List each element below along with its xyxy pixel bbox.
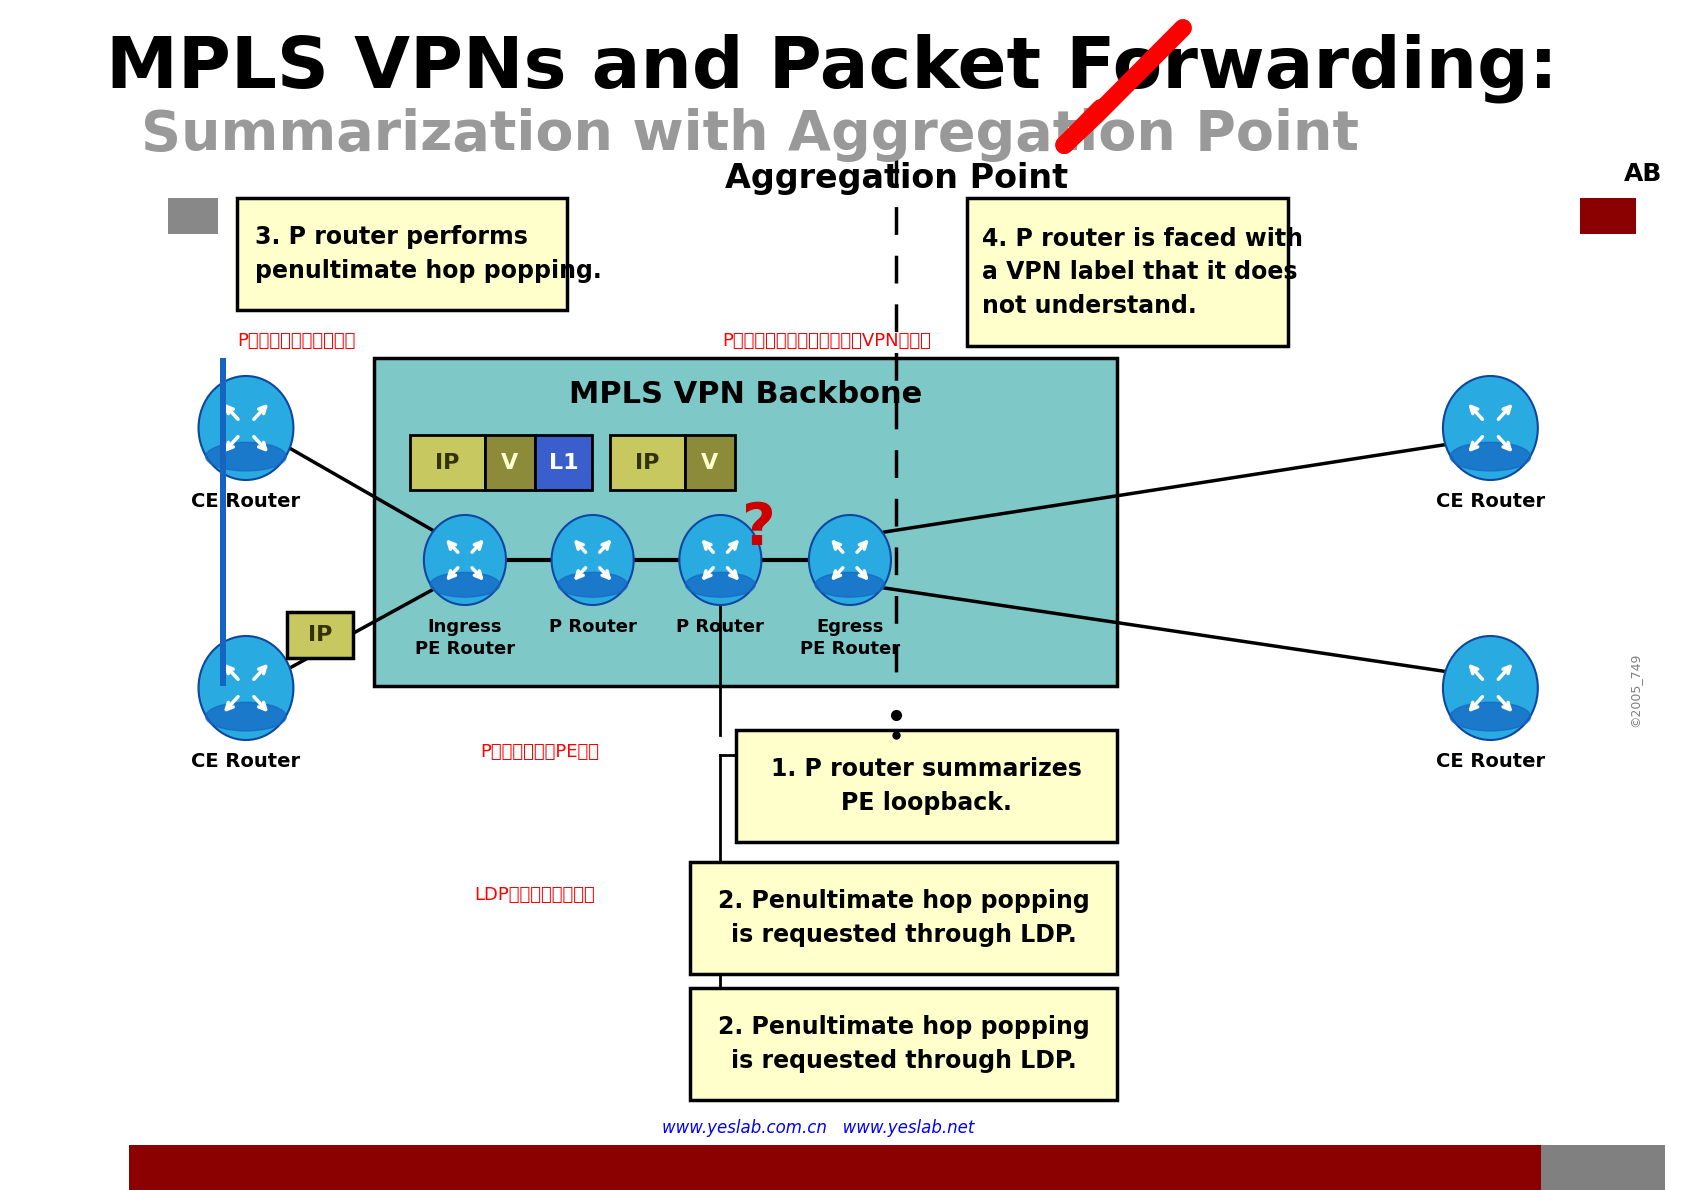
Text: P Router: P Router [676, 618, 764, 635]
Text: LDP要求倒数第二跳。: LDP要求倒数第二跳。 [474, 887, 594, 904]
Circle shape [680, 515, 760, 605]
Circle shape [552, 515, 634, 605]
Text: P Router: P Router [548, 618, 636, 635]
FancyBboxPatch shape [609, 436, 685, 490]
Text: 2. Penultimate hop popping
is requested through LDP.: 2. Penultimate hop popping is requested … [718, 889, 1088, 947]
Circle shape [198, 635, 293, 740]
Ellipse shape [431, 572, 500, 597]
Circle shape [809, 515, 890, 605]
Circle shape [1441, 376, 1537, 480]
Text: CE Router: CE Router [192, 491, 301, 511]
FancyBboxPatch shape [1541, 1145, 1663, 1190]
Circle shape [1441, 635, 1537, 740]
FancyBboxPatch shape [690, 862, 1117, 973]
Ellipse shape [205, 702, 286, 731]
Ellipse shape [814, 572, 885, 597]
Text: CE Router: CE Router [1435, 752, 1544, 771]
Text: 3. P router performs
penultimate hop popping.: 3. P router performs penultimate hop pop… [256, 225, 602, 283]
FancyBboxPatch shape [288, 612, 353, 658]
FancyBboxPatch shape [168, 198, 217, 234]
Ellipse shape [685, 572, 755, 597]
Circle shape [424, 515, 506, 605]
FancyBboxPatch shape [373, 358, 1117, 685]
FancyBboxPatch shape [535, 436, 592, 490]
Text: L1: L1 [548, 452, 579, 472]
Text: 1. P router summarizes
PE loopback.: 1. P router summarizes PE loopback. [770, 757, 1082, 815]
Text: P路由器汇总了PE环回: P路由器汇总了PE环回 [479, 743, 599, 760]
Text: AB: AB [1623, 162, 1660, 186]
Ellipse shape [1450, 443, 1531, 471]
FancyBboxPatch shape [130, 1145, 1541, 1190]
Text: www.yeslab.com.cn   www.yeslab.net: www.yeslab.com.cn www.yeslab.net [661, 1119, 974, 1136]
Text: ?: ? [742, 500, 775, 557]
Text: V: V [501, 452, 518, 472]
Text: CE Router: CE Router [192, 752, 301, 771]
Text: IP: IP [308, 625, 331, 645]
Text: Egress
PE Router: Egress PE Router [799, 618, 900, 658]
Text: Summarization with Aggregation Point: Summarization with Aggregation Point [141, 108, 1357, 162]
Text: CE Router: CE Router [1435, 491, 1544, 511]
FancyBboxPatch shape [237, 198, 567, 311]
Text: ©2005_749: ©2005_749 [1626, 653, 1640, 727]
Text: P路由器面临着一个不了解的VPN标签。: P路由器面临着一个不了解的VPN标签。 [722, 332, 930, 350]
Ellipse shape [205, 443, 286, 471]
Text: IP: IP [436, 452, 459, 472]
FancyBboxPatch shape [965, 198, 1287, 346]
FancyBboxPatch shape [1579, 198, 1635, 234]
Text: IP: IP [634, 452, 659, 472]
Text: 2. Penultimate hop popping
is requested through LDP.: 2. Penultimate hop popping is requested … [718, 1015, 1088, 1072]
Text: V: V [700, 452, 718, 472]
FancyBboxPatch shape [690, 988, 1117, 1100]
Ellipse shape [1450, 702, 1531, 731]
FancyBboxPatch shape [410, 436, 484, 490]
Text: Ingress
PE Router: Ingress PE Router [415, 618, 515, 658]
Text: 4. P router is faced with
a VPN label that it does
not understand.: 4. P router is faced with a VPN label th… [982, 226, 1302, 318]
Circle shape [198, 376, 293, 480]
Text: MPLS VPN Backbone: MPLS VPN Backbone [569, 380, 922, 408]
FancyBboxPatch shape [735, 729, 1117, 843]
FancyBboxPatch shape [685, 436, 735, 490]
Text: Aggregation Point: Aggregation Point [725, 162, 1068, 194]
Text: P路由执行倒数第二跳。: P路由执行倒数第二跳。 [237, 332, 355, 350]
FancyBboxPatch shape [220, 358, 225, 685]
Ellipse shape [557, 572, 627, 597]
FancyBboxPatch shape [484, 436, 535, 490]
Text: MPLS VPNs and Packet Forwarding:: MPLS VPNs and Packet Forwarding: [106, 33, 1558, 102]
